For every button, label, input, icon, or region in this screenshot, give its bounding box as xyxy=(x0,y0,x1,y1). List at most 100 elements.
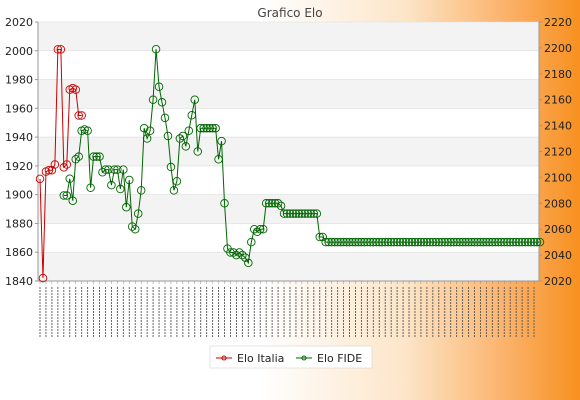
data-point xyxy=(467,237,476,247)
data-point xyxy=(276,201,286,211)
data-point xyxy=(303,209,313,218)
data-point xyxy=(128,222,137,231)
data-point xyxy=(360,237,369,247)
data-point xyxy=(315,232,324,242)
data-point xyxy=(339,237,348,247)
data-point xyxy=(77,111,86,120)
legend: Elo Italia Elo FIDE xyxy=(209,345,373,369)
plot-band xyxy=(38,137,539,166)
data-point xyxy=(497,237,506,247)
data-point xyxy=(217,136,226,146)
data-point xyxy=(193,147,202,156)
data-point xyxy=(369,237,378,247)
data-point xyxy=(333,237,342,247)
data-point xyxy=(133,209,143,218)
left-tick-label: 1900 xyxy=(5,189,33,202)
data-point xyxy=(383,237,393,247)
data-point xyxy=(449,237,458,247)
data-point xyxy=(247,237,256,247)
left-tick-label: 1880 xyxy=(5,217,33,230)
data-point xyxy=(485,237,494,247)
data-point xyxy=(154,82,164,91)
data-point xyxy=(139,123,149,133)
right-tick-label: 2200 xyxy=(544,42,572,55)
data-point xyxy=(380,237,390,247)
data-point xyxy=(214,155,223,164)
data-point xyxy=(270,199,280,208)
data-point xyxy=(142,134,152,143)
data-point xyxy=(443,237,452,247)
series-layer xyxy=(35,44,545,283)
left-tick-label: 1860 xyxy=(5,246,33,259)
data-point xyxy=(288,209,298,218)
data-point xyxy=(74,111,83,120)
data-point xyxy=(110,165,119,174)
data-point xyxy=(366,237,375,247)
data-point xyxy=(169,186,179,195)
data-point xyxy=(56,45,66,54)
data-point xyxy=(523,237,533,247)
right-tick-label: 2220 xyxy=(544,16,572,29)
data-point xyxy=(330,237,339,247)
data-point xyxy=(205,123,214,133)
data-point xyxy=(312,209,322,218)
data-point xyxy=(491,237,500,247)
data-point xyxy=(68,196,77,205)
data-point xyxy=(508,237,518,247)
data-point xyxy=(267,199,277,208)
legend-italia-label: Elo Italia xyxy=(237,352,284,365)
left-tick-label: 1980 xyxy=(5,74,33,87)
data-point xyxy=(529,237,539,247)
data-point xyxy=(226,248,235,257)
data-point xyxy=(38,273,48,283)
data-point xyxy=(452,237,461,247)
data-point xyxy=(476,237,485,247)
legend-fide-label: Elo FIDE xyxy=(317,352,362,365)
data-point xyxy=(327,237,336,247)
left-y-axis-ticks: 1840 1860 1880 1900 1920 1940 1960 1980 2000 2020 xyxy=(5,16,38,288)
data-point xyxy=(160,113,170,123)
data-point xyxy=(83,126,92,136)
left-tick-label: 1940 xyxy=(5,131,33,144)
data-point xyxy=(116,184,125,194)
right-tick-label: 2140 xyxy=(544,120,572,133)
data-point xyxy=(166,162,176,172)
data-point xyxy=(71,155,80,164)
data-point xyxy=(431,237,441,247)
right-tick-label: 2160 xyxy=(544,94,572,107)
right-tick-label: 2060 xyxy=(544,223,572,236)
x-axis-ticks xyxy=(39,281,535,337)
series-elo-italia xyxy=(35,45,86,283)
data-point xyxy=(163,131,173,141)
data-point xyxy=(232,250,241,260)
data-point xyxy=(211,123,220,133)
right-y-axis-ticks: 2020 2040 2060 2080 2100 2120 2140 2160 2180 2200… xyxy=(539,16,572,288)
data-point xyxy=(125,175,134,185)
data-point xyxy=(377,237,387,247)
data-point xyxy=(300,209,310,218)
data-point xyxy=(229,248,238,257)
data-point xyxy=(172,177,182,186)
data-point xyxy=(264,199,274,208)
data-point xyxy=(104,165,113,174)
data-point xyxy=(410,237,420,247)
data-point xyxy=(428,237,438,247)
data-point xyxy=(461,237,470,247)
data-point xyxy=(244,258,253,268)
data-point xyxy=(309,209,319,218)
data-point xyxy=(241,253,250,262)
data-point xyxy=(494,237,503,247)
plot-band xyxy=(38,22,539,51)
data-point xyxy=(258,224,268,234)
data-point xyxy=(250,224,259,234)
data-point xyxy=(473,237,482,247)
plot-band xyxy=(38,79,539,109)
data-point xyxy=(59,163,69,172)
data-point xyxy=(386,237,396,247)
data-point xyxy=(392,237,402,247)
data-point xyxy=(107,180,116,190)
data-point xyxy=(532,237,542,247)
data-point xyxy=(151,44,161,54)
